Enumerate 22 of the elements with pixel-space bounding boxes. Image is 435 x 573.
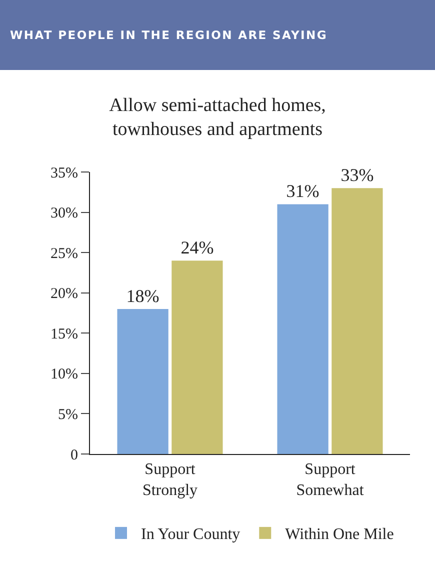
data-label: 33% xyxy=(340,165,374,186)
legend-label: In Your County xyxy=(141,526,240,544)
y-tick-label: 10% xyxy=(50,366,78,383)
bar xyxy=(277,204,328,454)
y-tick-label: 5% xyxy=(58,406,78,423)
bar xyxy=(117,308,168,454)
data-label: 31% xyxy=(286,181,320,202)
data-label: 18% xyxy=(126,286,160,306)
data-label: 24% xyxy=(180,238,214,258)
x-tick-label: Support Strongly xyxy=(142,461,198,499)
x-tick-label: Support Somewhat xyxy=(296,461,364,499)
y-tick-label: 0 xyxy=(70,447,78,464)
bar xyxy=(172,260,223,454)
chart-title: WHAT PEOPLE IN THE REGION ARE SAYING xyxy=(0,0,435,70)
y-tick-label: 35% xyxy=(50,165,78,182)
y-tick-label: 30% xyxy=(50,206,78,222)
y-tick-label: 20% xyxy=(50,286,78,302)
y-tick-label: 15% xyxy=(50,326,78,342)
bar xyxy=(332,188,383,454)
y-tick-label: 25% xyxy=(50,246,78,262)
legend-label: Within One Mile xyxy=(285,526,394,544)
chart-subtitle: Allow semi-attached homes, townhouses and apartments xyxy=(108,94,327,142)
